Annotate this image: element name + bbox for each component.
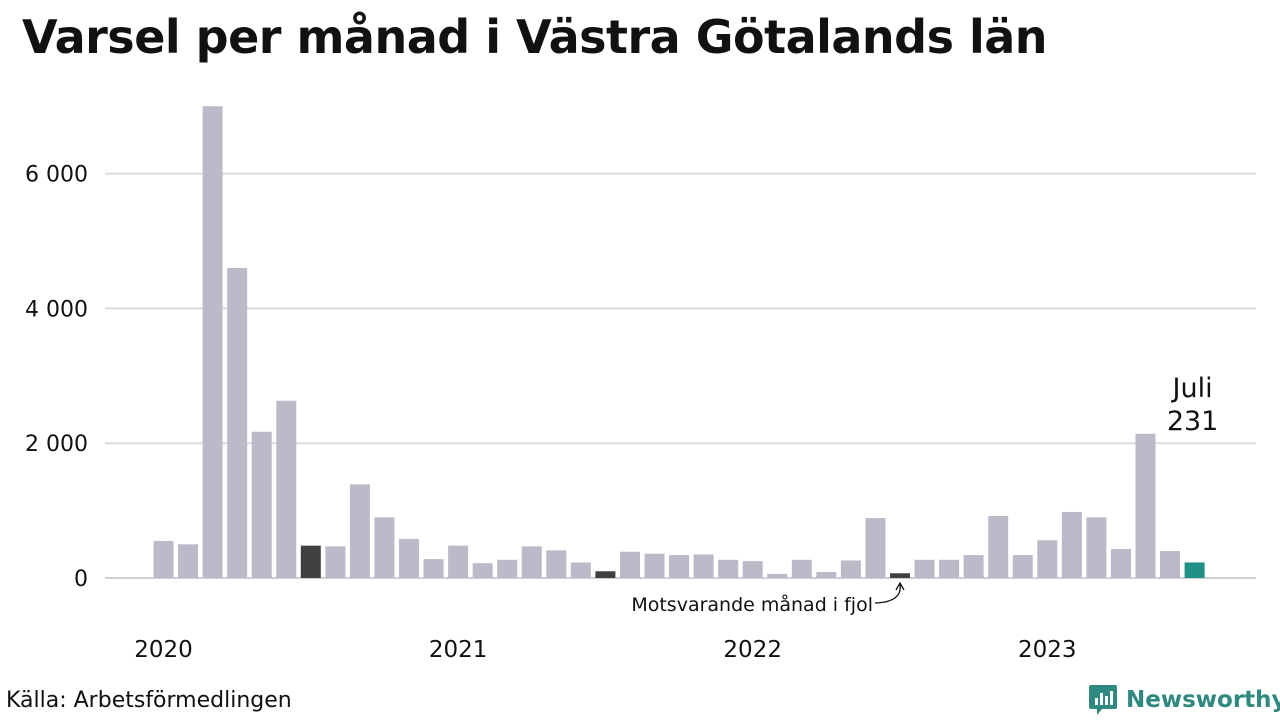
bar <box>890 573 910 578</box>
bar <box>448 545 469 578</box>
bar <box>914 559 935 578</box>
x-tick-label: 2020 <box>134 637 193 663</box>
bar <box>546 550 567 578</box>
y-axis-labels: 0 2 000 4 000 6 000 <box>25 163 88 592</box>
source-note: Källa: Arbetsförmedlingen <box>6 688 292 713</box>
bar <box>865 518 886 578</box>
bar <box>619 551 640 578</box>
x-tick-label: 2021 <box>429 637 488 663</box>
x-tick-label: 2023 <box>1018 637 1077 663</box>
bar <box>1160 551 1181 578</box>
y-tick-label: 0 <box>74 567 88 592</box>
bar <box>153 540 174 578</box>
bar <box>963 555 984 578</box>
bar <box>178 544 199 578</box>
bar <box>767 573 788 578</box>
bar <box>988 515 1009 578</box>
bar <box>742 561 763 578</box>
annotation-arrowhead <box>895 581 905 591</box>
bar <box>1012 555 1033 578</box>
bar <box>202 106 223 578</box>
chart-title: Varsel per månad i Västra Götalands län <box>22 10 1048 64</box>
bar <box>521 546 542 578</box>
comparison-annotation: Motsvarande månad i fjol <box>631 593 873 616</box>
bar <box>693 554 714 578</box>
bar <box>423 559 444 578</box>
bar <box>374 517 395 578</box>
bars <box>153 106 1205 578</box>
bar <box>325 546 346 578</box>
annotation-arrow <box>874 583 901 604</box>
bar <box>1086 517 1107 578</box>
bar <box>349 484 370 578</box>
y-tick-label: 2 000 <box>25 432 88 457</box>
brand-name: Newsworthy <box>1126 687 1280 713</box>
bar <box>791 559 812 578</box>
bar <box>840 560 861 578</box>
bar <box>300 545 321 578</box>
bar <box>251 431 272 578</box>
bar <box>595 571 616 578</box>
y-tick-label: 4 000 <box>25 297 88 322</box>
bar <box>1061 511 1082 578</box>
bar <box>1184 562 1205 578</box>
bar <box>227 267 248 578</box>
brand-logo: Newsworthy <box>1088 683 1280 717</box>
bar <box>399 538 419 578</box>
bar <box>644 553 665 578</box>
bar <box>570 562 591 578</box>
y-tick-label: 6 000 <box>25 163 88 188</box>
newsworthy-logo-icon <box>1089 685 1117 715</box>
bar <box>1110 549 1131 578</box>
bar <box>497 559 518 578</box>
bar <box>1037 540 1058 578</box>
bar <box>276 400 297 578</box>
bar <box>718 559 739 578</box>
x-tick-label: 2022 <box>723 637 782 663</box>
bar <box>816 571 837 578</box>
x-axis-year-labels: 2020 2021 2022 2023 <box>134 637 1076 663</box>
current-value-label: 231 <box>1167 406 1219 437</box>
bar <box>939 559 960 578</box>
bar <box>472 563 493 578</box>
bar <box>1135 433 1156 578</box>
current-month-label: Juli <box>1171 373 1213 404</box>
bar <box>669 555 690 578</box>
